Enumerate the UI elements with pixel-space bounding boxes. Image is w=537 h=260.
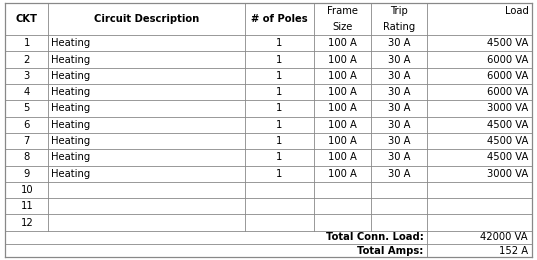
- Text: 9: 9: [24, 169, 30, 179]
- Text: Heating: Heating: [52, 152, 91, 162]
- Text: 4500 VA: 4500 VA: [487, 136, 528, 146]
- Text: 30 A: 30 A: [388, 136, 410, 146]
- Text: 10: 10: [20, 185, 33, 195]
- Text: Heating: Heating: [52, 120, 91, 130]
- Text: 100 A: 100 A: [328, 71, 357, 81]
- Text: 100 A: 100 A: [328, 169, 357, 179]
- Text: 100 A: 100 A: [328, 120, 357, 130]
- Text: Heating: Heating: [52, 136, 91, 146]
- Text: 30 A: 30 A: [388, 120, 410, 130]
- Text: 3000 VA: 3000 VA: [487, 169, 528, 179]
- Text: Load: Load: [505, 6, 528, 16]
- Text: 12: 12: [20, 218, 33, 228]
- Text: 6: 6: [24, 120, 30, 130]
- Text: Circuit Description: Circuit Description: [94, 14, 199, 24]
- Text: 152 A: 152 A: [499, 246, 528, 256]
- Text: 100 A: 100 A: [328, 103, 357, 114]
- Text: 4: 4: [24, 87, 30, 97]
- Text: Heating: Heating: [52, 169, 91, 179]
- Text: 1: 1: [277, 120, 282, 130]
- Text: 30 A: 30 A: [388, 38, 410, 48]
- Text: 30 A: 30 A: [388, 169, 410, 179]
- Text: Total Amps:: Total Amps:: [357, 246, 424, 256]
- Text: 30 A: 30 A: [388, 152, 410, 162]
- Text: 3: 3: [24, 71, 30, 81]
- Text: 1: 1: [277, 136, 282, 146]
- Text: 1: 1: [24, 38, 30, 48]
- Text: 1: 1: [277, 55, 282, 65]
- Text: 1: 1: [277, 169, 282, 179]
- Text: 100 A: 100 A: [328, 136, 357, 146]
- Text: 1: 1: [277, 152, 282, 162]
- Text: 6000 VA: 6000 VA: [487, 71, 528, 81]
- Text: 42000 VA: 42000 VA: [480, 232, 528, 242]
- Text: Heating: Heating: [52, 103, 91, 114]
- Text: 7: 7: [24, 136, 30, 146]
- Text: 8: 8: [24, 152, 30, 162]
- Text: 30 A: 30 A: [388, 71, 410, 81]
- Text: Trip: Trip: [390, 6, 408, 16]
- Text: 2: 2: [24, 55, 30, 65]
- Text: 100 A: 100 A: [328, 38, 357, 48]
- Text: 6000 VA: 6000 VA: [487, 55, 528, 65]
- Text: 3000 VA: 3000 VA: [487, 103, 528, 114]
- Text: 5: 5: [24, 103, 30, 114]
- Text: Frame: Frame: [326, 6, 358, 16]
- Text: 4500 VA: 4500 VA: [487, 152, 528, 162]
- Text: 1: 1: [277, 87, 282, 97]
- Text: 100 A: 100 A: [328, 55, 357, 65]
- Text: 4500 VA: 4500 VA: [487, 38, 528, 48]
- Text: Heating: Heating: [52, 55, 91, 65]
- Text: 1: 1: [277, 71, 282, 81]
- Text: 30 A: 30 A: [388, 87, 410, 97]
- Text: 11: 11: [20, 201, 33, 211]
- Text: Heating: Heating: [52, 87, 91, 97]
- Text: # of Poles: # of Poles: [251, 14, 308, 24]
- Text: Total Conn. Load:: Total Conn. Load:: [325, 232, 424, 242]
- Text: Heating: Heating: [52, 38, 91, 48]
- Text: 6000 VA: 6000 VA: [487, 87, 528, 97]
- Text: Rating: Rating: [383, 22, 415, 32]
- Text: 1: 1: [277, 103, 282, 114]
- Text: CKT: CKT: [16, 14, 38, 24]
- Text: 4500 VA: 4500 VA: [487, 120, 528, 130]
- Text: 1: 1: [277, 38, 282, 48]
- Text: 30 A: 30 A: [388, 55, 410, 65]
- Text: 100 A: 100 A: [328, 152, 357, 162]
- Text: Heating: Heating: [52, 71, 91, 81]
- Text: Size: Size: [332, 22, 352, 32]
- Text: 100 A: 100 A: [328, 87, 357, 97]
- Text: 30 A: 30 A: [388, 103, 410, 114]
